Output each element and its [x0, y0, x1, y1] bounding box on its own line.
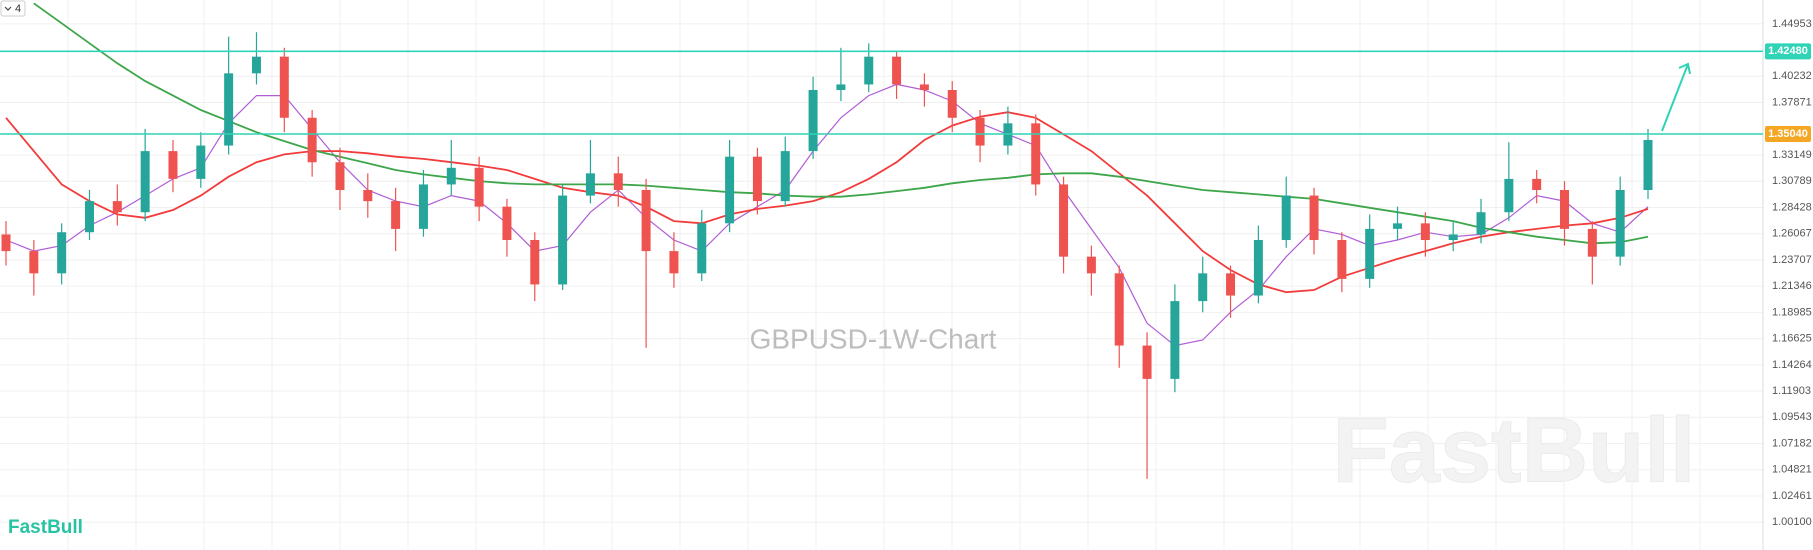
arrow [1661, 62, 1691, 132]
y-tick-label: 1.30789 [1772, 175, 1812, 187]
candle-body [224, 73, 234, 146]
candle-body [196, 145, 206, 179]
candle-body [140, 151, 150, 213]
watermark: FastBull [1333, 399, 1696, 501]
candle-body [1226, 273, 1236, 296]
candle-body [1365, 228, 1375, 279]
candle-body [57, 232, 67, 274]
candle-body [391, 201, 401, 229]
y-tick-label: 1.23707 [1772, 254, 1812, 266]
candle-body [836, 84, 846, 90]
candle-body [251, 56, 261, 74]
badge-chevron [4, 6, 12, 11]
moving-average-line [33, 2, 1649, 245]
candle-body [1560, 190, 1570, 229]
candle-body [613, 173, 623, 190]
candle-body [1170, 301, 1180, 379]
candle-body [1615, 190, 1625, 257]
y-tick-label: 1.02461 [1772, 490, 1812, 502]
candle-body [1532, 178, 1542, 190]
candle-body [1253, 240, 1263, 296]
candle-body [752, 156, 762, 202]
chart-title: GBPUSD-1W-Chart [750, 323, 997, 354]
candle-body [418, 184, 428, 229]
candle-body [474, 167, 484, 207]
candle-body [585, 173, 595, 196]
y-tick-label: 1.44953 [1772, 18, 1812, 30]
level-label-box [1765, 43, 1811, 60]
candle-body [29, 251, 39, 274]
candle-body [1281, 195, 1291, 240]
candle-body [558, 195, 568, 285]
candle-body [780, 151, 790, 202]
y-tick-label: 1.26067 [1772, 228, 1812, 240]
level-label: 1.42480 [1768, 45, 1808, 57]
y-tick-label: 1.28428 [1772, 201, 1812, 213]
candle-body [669, 251, 679, 274]
candle-body [168, 151, 178, 179]
candle-body [1, 234, 11, 252]
vertical-grid [67, 0, 1701, 550]
candle-body [112, 201, 122, 213]
candle-body [446, 167, 456, 185]
candle-body [919, 84, 929, 90]
candle-body [1643, 140, 1653, 190]
y-tick-label: 1.09543 [1772, 411, 1812, 423]
y-tick-label: 1.33149 [1772, 149, 1812, 161]
y-tick-label: 1.21346 [1772, 280, 1812, 292]
candle-body [1114, 273, 1124, 346]
candle-body [1309, 195, 1319, 240]
candle-body [1448, 234, 1458, 240]
candle-body [641, 190, 651, 252]
candle-body [307, 117, 317, 163]
y-tick-label: 1.14264 [1772, 359, 1812, 371]
candle-body [697, 223, 707, 274]
candle-body [1198, 273, 1208, 302]
y-tick-label: 1.40232 [1772, 70, 1812, 82]
candle-body [1420, 223, 1430, 240]
level-label-box [1765, 126, 1811, 142]
interval-badge[interactable]: 4 [0, 0, 26, 17]
candle-body [530, 240, 540, 285]
y-tick-label: 1.00100 [1772, 516, 1812, 528]
candle-body [725, 156, 735, 224]
candle-body [947, 90, 957, 118]
candle-body [335, 162, 345, 190]
candle-body [808, 90, 818, 152]
candle-body [279, 56, 289, 118]
y-tick-label: 1.11903 [1772, 385, 1811, 397]
candle-body [892, 56, 902, 85]
badge-label: 4 [15, 3, 21, 15]
y-tick-label: 1.37871 [1772, 96, 1812, 108]
y-tick-label: 1.16625 [1772, 333, 1812, 345]
candle-body [1587, 228, 1597, 257]
y-tick-label: 1.07182 [1772, 437, 1812, 449]
candle-body [975, 117, 985, 146]
candle-body [1142, 345, 1152, 379]
candle-body [502, 206, 512, 240]
candle-body [1059, 184, 1069, 257]
level-label: 1.35040 [1768, 128, 1808, 140]
logo: FastBull [8, 517, 83, 538]
y-tick-label: 1.18985 [1772, 306, 1812, 318]
candle-body [1337, 240, 1347, 279]
candle-body [1086, 256, 1096, 274]
candle-body [864, 56, 874, 85]
badge-box[interactable] [0, 0, 26, 17]
candle-body [1393, 223, 1403, 229]
candle-body [1031, 123, 1041, 185]
candle-body [1476, 212, 1486, 235]
candle-body [1504, 178, 1514, 213]
y-tick-label: 1.04821 [1772, 464, 1812, 476]
candle-body [84, 201, 94, 233]
candle-body [363, 190, 373, 202]
